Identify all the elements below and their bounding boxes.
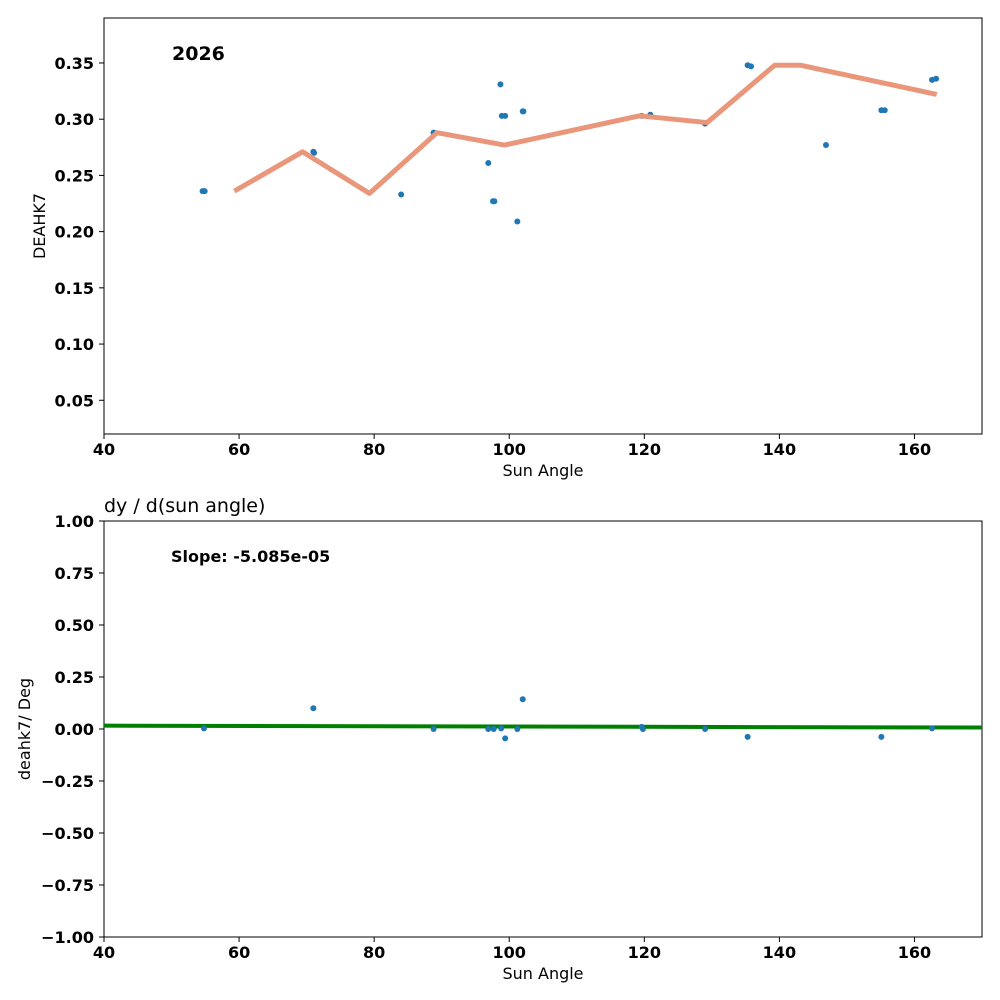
data-point (310, 705, 317, 712)
x-tick-label: 120 (628, 943, 661, 962)
data-point (744, 733, 751, 740)
y-axis-label: deahk7/ Deg (15, 678, 34, 780)
x-tick-label: 60 (228, 943, 250, 962)
data-point (498, 725, 505, 732)
data-point (502, 112, 509, 119)
y-tick-label: −1.00 (41, 928, 94, 947)
data-point (929, 725, 936, 732)
y-tick-label: −0.25 (41, 772, 94, 791)
data-point (520, 108, 527, 115)
x-tick-label: 40 (93, 943, 115, 962)
data-point (933, 75, 940, 82)
y-tick-label: 0.20 (55, 223, 94, 242)
data-point (430, 726, 437, 732)
y-tick-label: 0.10 (55, 335, 94, 354)
data-point (497, 81, 504, 88)
x-tick-label: 140 (763, 440, 796, 459)
chart-annotation: 2026 (172, 43, 225, 65)
data-point (311, 149, 318, 156)
y-tick-label: 0.25 (55, 668, 94, 687)
x-tick-label: 100 (493, 943, 526, 962)
data-point (514, 726, 521, 732)
data-point (822, 142, 829, 149)
x-tick-label: 120 (628, 440, 661, 459)
y-tick-label: 0.50 (55, 616, 94, 635)
slope-fit-line (104, 723, 982, 730)
data-point (490, 726, 497, 732)
data-point (398, 191, 405, 198)
y-axis-label: DEAHK7 (30, 193, 49, 259)
data-point (519, 696, 526, 703)
chart-annotation: Slope: -5.085e-05 (171, 547, 330, 566)
data-point (491, 198, 498, 205)
data-point (702, 726, 709, 732)
data-point (878, 733, 885, 740)
x-axis-label: Sun Angle (502, 461, 583, 480)
y-tick-label: 0.05 (55, 391, 94, 410)
y-tick-label: 0.35 (55, 54, 94, 73)
y-tick-label: 0.30 (55, 110, 94, 129)
chart-panel-1: 40 60 80 100 120 140 160 0.05 0.10 0.15 0.20 0.25 0.… (30, 17, 983, 480)
x-tick-label: 80 (363, 440, 385, 459)
x-tick-label: 160 (898, 440, 931, 459)
data-point (485, 726, 492, 732)
x-tick-label: 40 (93, 440, 115, 459)
y-tick-label: 0.75 (55, 564, 94, 583)
x-tick-label: 100 (493, 440, 526, 459)
y-tick-label: 0.15 (55, 279, 94, 298)
data-point (200, 725, 207, 732)
data-point (748, 63, 755, 70)
plot-data (104, 696, 982, 742)
y-tick-label: 0.25 (55, 166, 94, 185)
trend-line (233, 62, 938, 196)
x-axis-label: Sun Angle (502, 964, 583, 983)
x-tick-label: 160 (898, 943, 931, 962)
data-point (514, 218, 521, 225)
data-point (485, 160, 492, 167)
y-tick-label: 0.00 (55, 720, 94, 739)
data-point (502, 735, 509, 742)
y-tick-label: −0.75 (41, 876, 94, 895)
data-point (201, 188, 208, 195)
plot-data (199, 62, 940, 225)
data-point (881, 107, 888, 114)
x-tick-label: 140 (763, 943, 796, 962)
y-tick-label: −0.50 (41, 824, 94, 843)
y-tick-label: 1.00 (55, 512, 94, 531)
panel-title: dy / d(sun angle) (104, 495, 265, 517)
chart-panel-2: 40 60 80 100 120 140 160 −1.00 −0.75 −0.50 −0.25 0.… (15, 495, 983, 983)
plot-frame (103, 17, 983, 435)
x-tick-label: 80 (363, 943, 385, 962)
x-tick-label: 60 (228, 440, 250, 459)
data-point (639, 726, 646, 732)
